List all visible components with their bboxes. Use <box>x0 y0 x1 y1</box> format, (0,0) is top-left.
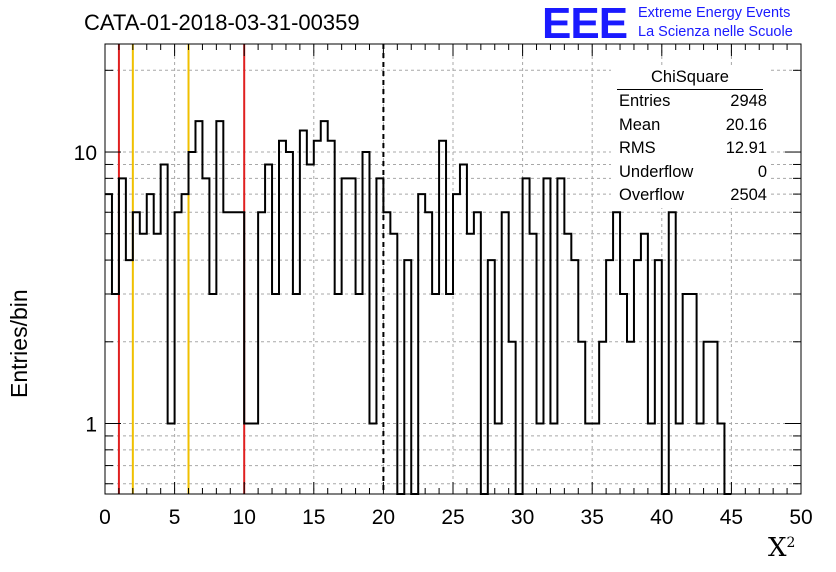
stats-label: Mean <box>619 115 661 134</box>
logo-line-1: Extreme Energy Events <box>638 5 791 21</box>
x-tick-label: 5 <box>169 506 181 529</box>
x-axis-label: Χ2 <box>768 533 795 563</box>
eee-logo: EEE <box>542 4 628 42</box>
stats-row-underflow: Underflow 0 <box>611 161 771 185</box>
stats-row-rms: RMS 12.91 <box>611 137 771 161</box>
x-axis-label-sup: 2 <box>786 535 796 551</box>
stats-label: Underflow <box>619 162 694 181</box>
logo-line-2: La Scienza nelle Scuole <box>638 24 793 40</box>
stats-row-entries: Entries 2948 <box>611 90 771 114</box>
x-axis-label-base: Χ <box>768 533 787 563</box>
stats-value: 20.16 <box>725 115 767 134</box>
stats-box: ChiSquare Entries 2948 Mean 20.16 RMS 12.91… <box>611 66 771 208</box>
stats-value: 0 <box>757 162 767 181</box>
x-tick-label: 15 <box>302 506 325 529</box>
histogram-series <box>105 120 732 495</box>
x-tick-label: 30 <box>511 506 534 529</box>
eee-logo-mark: EEE <box>542 4 627 42</box>
stats-label: Overflow <box>619 186 685 204</box>
stats-label: Entries <box>619 92 671 110</box>
stats-row-overflow: Overflow 2504 <box>611 184 771 208</box>
stats-row-mean: Mean 20.16 <box>611 114 771 138</box>
x-tick-label: 35 <box>581 506 604 529</box>
x-tick-label: 25 <box>441 506 464 529</box>
x-tick-label: 40 <box>650 506 673 529</box>
y-tick-label: 1 <box>85 414 97 437</box>
stats-value: 2948 <box>730 92 767 110</box>
x-tick-label: 20 <box>372 506 395 529</box>
chart-title: CATA-01-2018-03-31-00359 <box>84 10 360 35</box>
stats-value: 12.91 <box>725 139 767 157</box>
x-tick-label: 0 <box>99 506 111 529</box>
stats-label: RMS <box>619 139 656 157</box>
stats-name: ChiSquare <box>617 66 763 90</box>
y-tick-label: 10 <box>74 142 97 165</box>
x-tick-label: 50 <box>789 506 812 529</box>
stats-value: 2504 <box>730 186 767 204</box>
x-tick-label: 10 <box>233 506 256 529</box>
x-tick-label: 45 <box>720 506 743 529</box>
